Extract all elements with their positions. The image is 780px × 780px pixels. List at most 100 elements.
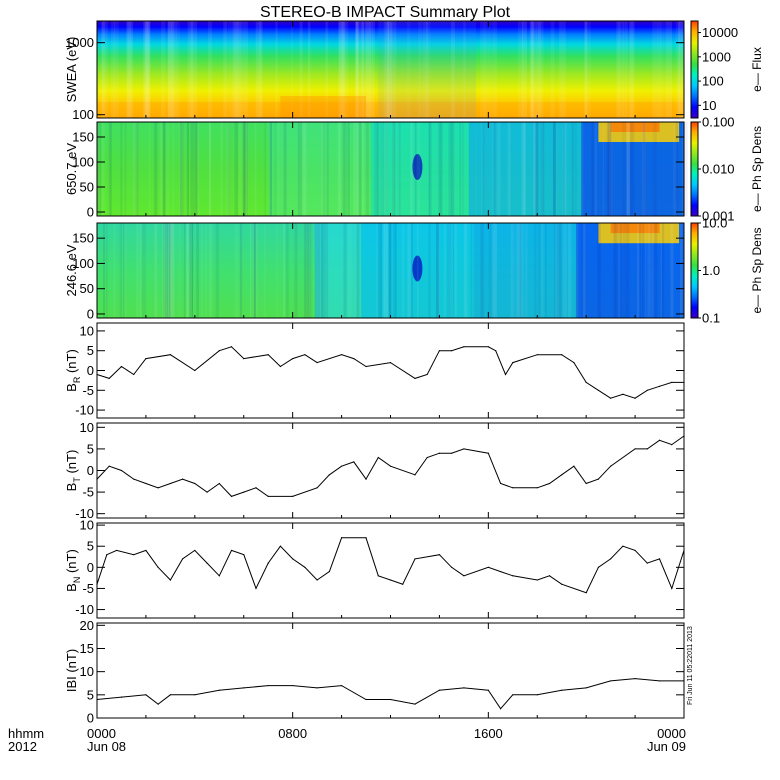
heatmap-stripe <box>683 223 687 318</box>
heatmap-stripe <box>264 223 266 318</box>
heatmap-stripe <box>228 21 232 118</box>
data-point <box>463 575 465 577</box>
heatmap-stripe <box>428 122 432 216</box>
heatmap-stripe <box>275 21 278 118</box>
heatmap-stripe <box>283 122 287 216</box>
heatmap-stripe <box>654 223 658 318</box>
data-point <box>610 465 612 467</box>
heatmap-stripe <box>378 223 382 318</box>
colorbar-label: e— Ph Sp Dens <box>750 126 764 212</box>
heatmap-stripe <box>321 223 323 318</box>
y-tick-label: 0 <box>87 711 94 726</box>
data-point <box>340 465 343 467</box>
heatmap-stripe <box>190 223 192 318</box>
heatmap-stripe <box>418 21 422 118</box>
heatmap-stripe <box>161 223 165 318</box>
heatmap-stripe <box>555 223 559 318</box>
time-axis-row2-label: 2012 <box>8 739 37 754</box>
data-point <box>414 703 416 705</box>
heatmap-stripe <box>618 223 621 318</box>
heatmap-stripe <box>392 122 394 216</box>
y-tick-label: 20 <box>80 618 94 633</box>
heatmap-band <box>97 102 684 118</box>
heatmap-stripe <box>113 223 116 318</box>
data-point <box>194 549 196 552</box>
heatmap-stripe <box>383 223 388 318</box>
heatmap-stripe <box>411 223 413 318</box>
heatmap-stripe <box>675 21 680 118</box>
heatmap-stripe <box>395 223 397 318</box>
heatmap-stripe <box>632 122 635 216</box>
heatmap-stripe <box>450 21 455 118</box>
heatmap-stripe <box>555 122 558 216</box>
heatmap-stripe <box>220 122 223 216</box>
heatmap-stripe <box>453 223 457 318</box>
colorbar-tick-label: 0.100 <box>702 115 735 130</box>
data-point <box>487 689 489 691</box>
data-point <box>671 587 673 590</box>
heatmap-stripe <box>613 223 617 318</box>
heatmap-stripe <box>253 223 257 318</box>
heatmap-stripe <box>582 223 586 318</box>
heatmap-stripe <box>355 223 357 318</box>
heatmap-stripe <box>148 122 151 216</box>
heatmap-stripe <box>437 122 442 216</box>
heatmap-stripe <box>536 122 539 216</box>
heatmap-stripe <box>525 223 528 318</box>
colorbar <box>690 121 699 217</box>
data-point <box>353 461 355 463</box>
heatmap-stripe <box>145 21 148 118</box>
data-point <box>316 361 318 364</box>
heatmap-stripe <box>246 122 248 216</box>
panel-frame <box>96 522 685 619</box>
data-point <box>304 566 306 568</box>
y-axis-label-unit: (nT) <box>64 450 79 477</box>
data-point <box>451 566 453 568</box>
data-point <box>389 465 392 467</box>
data-point <box>499 708 502 710</box>
heatmap-blot <box>412 154 423 180</box>
y-tick-label: 5 <box>87 441 94 456</box>
heatmap-stripe <box>376 223 379 318</box>
heatmap-stripe <box>338 21 342 118</box>
heatmap-stripe <box>120 122 123 216</box>
data-point <box>438 689 441 691</box>
y-axis-label-sub: T <box>72 477 82 483</box>
data-point <box>573 361 575 364</box>
heatmap-stripe <box>533 122 537 216</box>
heatmap-stripe <box>402 223 404 318</box>
data-point <box>267 562 269 564</box>
colorbar-tick-label: 10000 <box>702 25 738 40</box>
heatmap-stripe <box>143 21 151 118</box>
data-point <box>646 389 648 391</box>
y-tick-label: 0 <box>87 306 94 321</box>
heatmap-stripe <box>123 223 127 318</box>
data-point <box>499 482 502 485</box>
data-point <box>194 694 196 696</box>
colorbar-label: e— Ph Sp Dens <box>750 227 764 313</box>
heatmap-stripe <box>361 21 364 118</box>
heatmap-stripe <box>254 122 257 216</box>
heatmap-stripe <box>523 122 526 216</box>
heatmap-stripe <box>223 21 228 118</box>
heatmap-stripe <box>493 223 497 318</box>
heatmap-stripe <box>234 122 239 216</box>
heatmap-stripe <box>113 21 119 118</box>
data-point <box>340 354 343 356</box>
heatmap-stripe <box>269 122 272 216</box>
heatmap-stripe <box>191 223 193 318</box>
heatmap-stripe <box>553 122 556 216</box>
heatmap-stripe <box>425 21 431 118</box>
heatmap-stripe <box>510 223 514 318</box>
heatmap-stripe <box>665 21 673 118</box>
data-point <box>169 579 171 581</box>
data-point <box>145 358 147 360</box>
heatmap-stripe <box>249 223 252 318</box>
heatmap-stripe <box>537 21 544 118</box>
heatmap-stripe <box>608 122 613 216</box>
y-tick-label: 5 <box>87 687 94 702</box>
heatmap-stripe <box>226 122 228 216</box>
heatmap-stripe <box>615 21 621 118</box>
y-axis-label: SWEA (eV) <box>64 37 79 103</box>
